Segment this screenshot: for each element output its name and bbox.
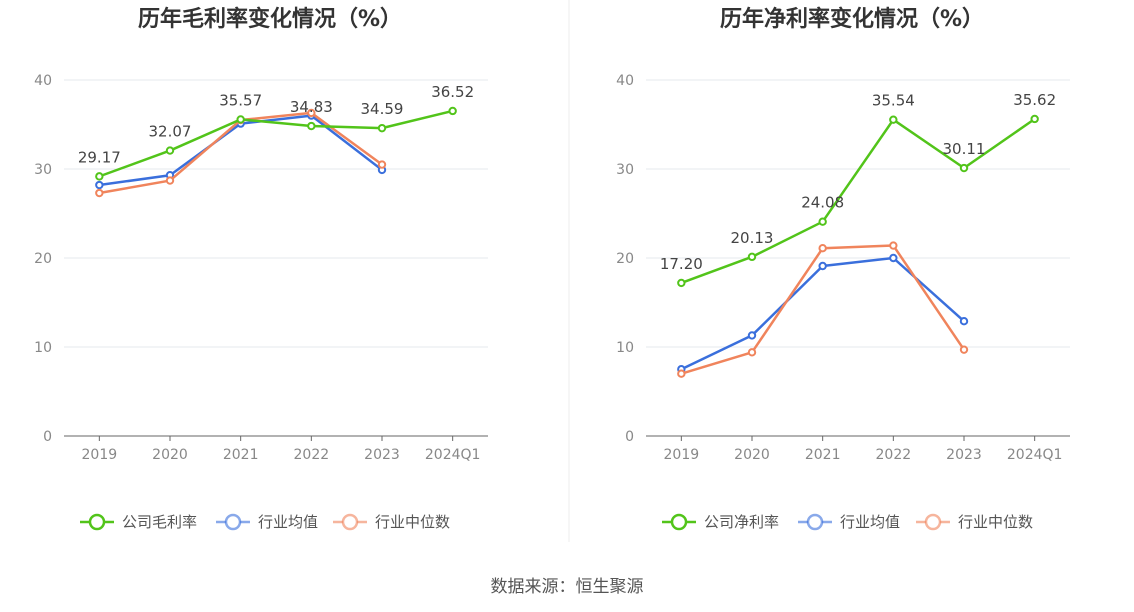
data-point bbox=[377, 160, 387, 169]
legend-label: 公司毛利率 bbox=[122, 513, 197, 531]
x-tick-label: 2022 bbox=[876, 447, 912, 463]
data-label: 24.08 bbox=[801, 194, 844, 212]
data-point bbox=[1030, 114, 1039, 124]
data-point bbox=[747, 348, 757, 357]
data-label: 35.57 bbox=[219, 91, 262, 109]
data-label: 30.11 bbox=[943, 140, 986, 158]
legend-marker bbox=[88, 513, 106, 531]
data-point bbox=[307, 121, 316, 131]
y-tick-label: 30 bbox=[616, 162, 634, 178]
chart-title: 历年毛利率变化情况（%） bbox=[138, 6, 402, 32]
data-label: 34.83 bbox=[290, 98, 333, 116]
data-point bbox=[889, 115, 898, 124]
x-tick-label: 2020 bbox=[152, 447, 188, 463]
data-point bbox=[677, 369, 686, 378]
y-tick-label: 10 bbox=[616, 340, 634, 356]
y-tick-label: 0 bbox=[43, 429, 52, 445]
legend-label: 公司净利率 bbox=[704, 513, 779, 531]
data-point bbox=[165, 146, 175, 155]
data-point bbox=[448, 106, 457, 116]
x-tick-label: 2023 bbox=[364, 447, 400, 463]
x-tick-label: 2021 bbox=[805, 447, 841, 463]
data-label: 35.62 bbox=[1013, 91, 1056, 109]
data-point bbox=[747, 252, 757, 262]
legend-marker bbox=[224, 513, 242, 531]
legend-label: 行业中位数 bbox=[375, 513, 450, 531]
x-tick-label: 2019 bbox=[664, 447, 700, 463]
y-tick-label: 20 bbox=[34, 251, 52, 267]
y-tick-label: 20 bbox=[616, 251, 634, 267]
series-line bbox=[98, 109, 453, 178]
x-tick-label: 2022 bbox=[294, 447, 330, 463]
legend-marker bbox=[341, 513, 359, 531]
chart-title: 历年净利率变化情况（%） bbox=[720, 6, 984, 32]
data-label: 36.52 bbox=[431, 83, 474, 101]
data-point bbox=[165, 176, 175, 185]
legend-marker bbox=[924, 513, 942, 531]
legend-item[interactable]: 行业均值 bbox=[216, 513, 318, 531]
data-point bbox=[889, 253, 898, 263]
series-line bbox=[680, 256, 965, 371]
y-tick-label: 30 bbox=[34, 162, 52, 178]
data-point bbox=[377, 123, 387, 133]
x-tick-label: 2020 bbox=[734, 447, 770, 463]
legend-marker bbox=[670, 513, 688, 531]
data-point bbox=[959, 316, 969, 326]
legend-item[interactable]: 公司净利率 bbox=[662, 513, 779, 531]
legend-label: 行业均值 bbox=[258, 513, 318, 531]
data-label: 34.59 bbox=[361, 100, 404, 118]
data-point bbox=[818, 217, 827, 226]
legend-marker bbox=[806, 513, 824, 531]
data-label: 20.13 bbox=[731, 229, 774, 247]
y-tick-label: 10 bbox=[34, 340, 52, 356]
data-point bbox=[95, 172, 104, 181]
data-point bbox=[959, 345, 969, 354]
data-label: 29.17 bbox=[78, 148, 121, 166]
y-tick-label: 40 bbox=[34, 73, 52, 89]
data-point bbox=[889, 241, 898, 250]
data-point bbox=[959, 163, 969, 173]
gross-margin-chart: 历年毛利率变化情况（%） 0 10 20 30 40 2019 2020 2021 2022 202… bbox=[34, 6, 488, 531]
legend-item[interactable]: 公司毛利率 bbox=[80, 513, 197, 531]
legend-label: 行业均值 bbox=[840, 513, 900, 531]
x-tick-label: 2024Q1 bbox=[1007, 447, 1063, 463]
y-tick-label: 0 bbox=[625, 429, 634, 445]
series-line bbox=[680, 117, 1036, 285]
data-point bbox=[95, 188, 104, 198]
data-point bbox=[307, 108, 316, 118]
y-tick-label: 40 bbox=[616, 73, 634, 89]
net-margin-chart: 历年净利率变化情况（%） 0 10 20 30 40 2019 2020 2021 2022 202… bbox=[616, 6, 1070, 531]
data-label: 35.54 bbox=[872, 92, 915, 110]
data-point bbox=[95, 180, 104, 190]
data-label: 17.20 bbox=[660, 255, 703, 273]
x-tick-label: 2021 bbox=[223, 447, 259, 463]
legend-item[interactable]: 行业中位数 bbox=[916, 513, 1033, 531]
legend-label: 行业中位数 bbox=[958, 513, 1033, 531]
data-point bbox=[677, 278, 686, 288]
legend-item[interactable]: 行业中位数 bbox=[333, 513, 450, 531]
legend-item[interactable]: 行业均值 bbox=[798, 513, 900, 531]
x-tick-label: 2024Q1 bbox=[425, 447, 481, 463]
data-source: 数据来源：恒生聚源 bbox=[491, 577, 644, 597]
data-point bbox=[236, 115, 245, 124]
data-point bbox=[747, 331, 757, 340]
data-point bbox=[818, 261, 827, 271]
x-tick-label: 2023 bbox=[946, 447, 982, 463]
data-label: 32.07 bbox=[149, 123, 192, 141]
x-tick-label: 2019 bbox=[82, 447, 118, 463]
data-point bbox=[818, 244, 827, 253]
